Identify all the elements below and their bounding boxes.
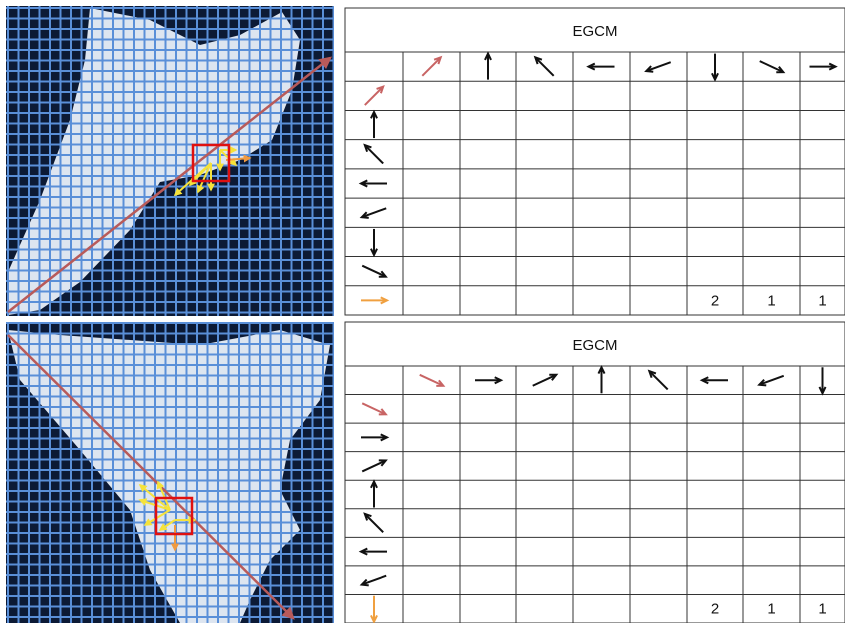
figure: EGCM 2 1 1 EGCM 2 1 1 [0,0,845,623]
image-bottom [6,322,334,623]
cell-value: 1 [818,601,826,618]
page: {"panels": [ {"table": {"title": "EGCM",… [0,0,845,623]
tables: EGCM 2 1 1 EGCM 2 1 1 [345,8,845,623]
cell-value: 1 [818,292,826,309]
table-border [345,8,845,315]
cell-value: 1 [767,292,775,309]
cell-value: 2 [711,292,719,309]
egcm-table: EGCM 2 1 1 [345,322,845,623]
cell-value: 1 [767,601,775,618]
table-title: EGCM [573,23,618,40]
egcm-table: EGCM 2 1 1 [345,8,845,315]
cell-value: 2 [711,601,719,618]
table-border [345,322,845,623]
image-top [6,6,334,316]
table-title: EGCM [573,337,618,354]
